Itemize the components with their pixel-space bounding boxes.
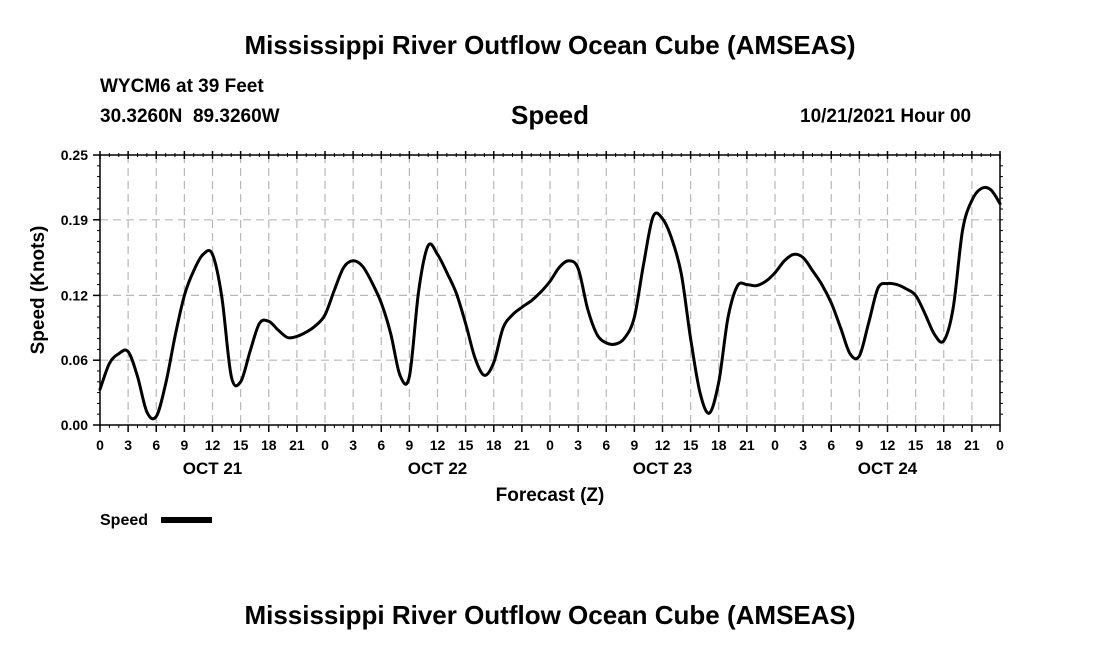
x-tick-label: 12 — [205, 437, 221, 453]
x-tick-label: 18 — [936, 437, 952, 453]
speed-series-line — [98, 185, 1002, 421]
y-tick-labels: 0.00 0.06 0.12 0.19 0.25 — [61, 147, 88, 433]
x-tick-label: 21 — [739, 437, 755, 453]
x-tick-label: 15 — [233, 437, 249, 453]
coordinates-label: 30.3260N 89.3260W — [100, 106, 280, 127]
x-tick-label: 0 — [996, 437, 1004, 453]
x-tick-label: 6 — [377, 437, 385, 453]
legend-label: Speed — [100, 512, 148, 529]
day-label: OCT 24 — [858, 459, 918, 478]
x-tick-label: 21 — [514, 437, 530, 453]
x-tick-label: 15 — [458, 437, 474, 453]
x-tick-label: 3 — [349, 437, 357, 453]
x-tick-label: 0 — [771, 437, 779, 453]
y-axis-label: Speed (Knots) — [28, 226, 49, 355]
x-tick-label: 9 — [180, 437, 188, 453]
x-tick-label: 9 — [630, 437, 638, 453]
x-tick-label: 3 — [124, 437, 132, 453]
plot-frame — [99, 154, 1001, 426]
x-tick-label: 18 — [261, 437, 277, 453]
datetime-label: 10/21/2021 Hour 00 — [800, 106, 972, 127]
day-label: OCT 21 — [183, 459, 243, 478]
x-tick-label: 15 — [683, 437, 699, 453]
x-tick-label: 0 — [321, 437, 329, 453]
x-tick-label: 3 — [574, 437, 582, 453]
y-tick-label: 0.19 — [61, 212, 88, 228]
day-label: OCT 23 — [633, 459, 693, 478]
speed-chart: 0.00 0.06 0.12 0.19 0.25 0 3 6 9 12 15 18 21 0 3 6 9 12 1… — [28, 147, 1004, 529]
x-tick-label: 0 — [96, 437, 104, 453]
x-axis-label: Forecast (Z) — [496, 485, 605, 506]
axis-ticks — [93, 151, 1003, 432]
x-tick-label: 9 — [405, 437, 413, 453]
station-label: WYCM6 at 39 Feet — [100, 76, 264, 97]
x-tick-label: 18 — [711, 437, 727, 453]
y-tick-label: 0.25 — [61, 147, 88, 163]
legend-swatch — [161, 517, 212, 523]
x-tick-label: 12 — [655, 437, 671, 453]
y-tick-label: 0.00 — [61, 417, 88, 433]
x-tick-label: 15 — [908, 437, 924, 453]
footer-title: Mississippi River Outflow Ocean Cube (AM… — [244, 600, 856, 630]
x-tick-label: 21 — [964, 437, 980, 453]
y-tick-label: 0.06 — [61, 352, 88, 368]
day-labels: OCT 21 OCT 22 OCT 23 OCT 24 — [183, 459, 918, 478]
x-tick-label: 0 — [546, 437, 554, 453]
plot-title: Speed — [510, 100, 590, 130]
x-tick-label: 3 — [799, 437, 807, 453]
x-tick-label: 6 — [152, 437, 160, 453]
chart-title: Mississippi River Outflow Ocean Cube (AM… — [244, 30, 856, 60]
x-tick-label: 21 — [289, 437, 305, 453]
y-tick-label: 0.12 — [61, 287, 88, 303]
x-tick-label: 12 — [430, 437, 446, 453]
day-label: OCT 22 — [408, 459, 468, 478]
x-tick-label: 12 — [880, 437, 896, 453]
x-tick-label: 6 — [827, 437, 835, 453]
x-tick-label: 9 — [855, 437, 863, 453]
x-tick-label: 18 — [486, 437, 502, 453]
x-tick-labels: 0 3 6 9 12 15 18 21 0 3 6 9 12 15 18 21 0 3 6 9 12 15 18 21 0 3 6 9… — [96, 437, 1004, 453]
x-tick-label: 6 — [602, 437, 610, 453]
